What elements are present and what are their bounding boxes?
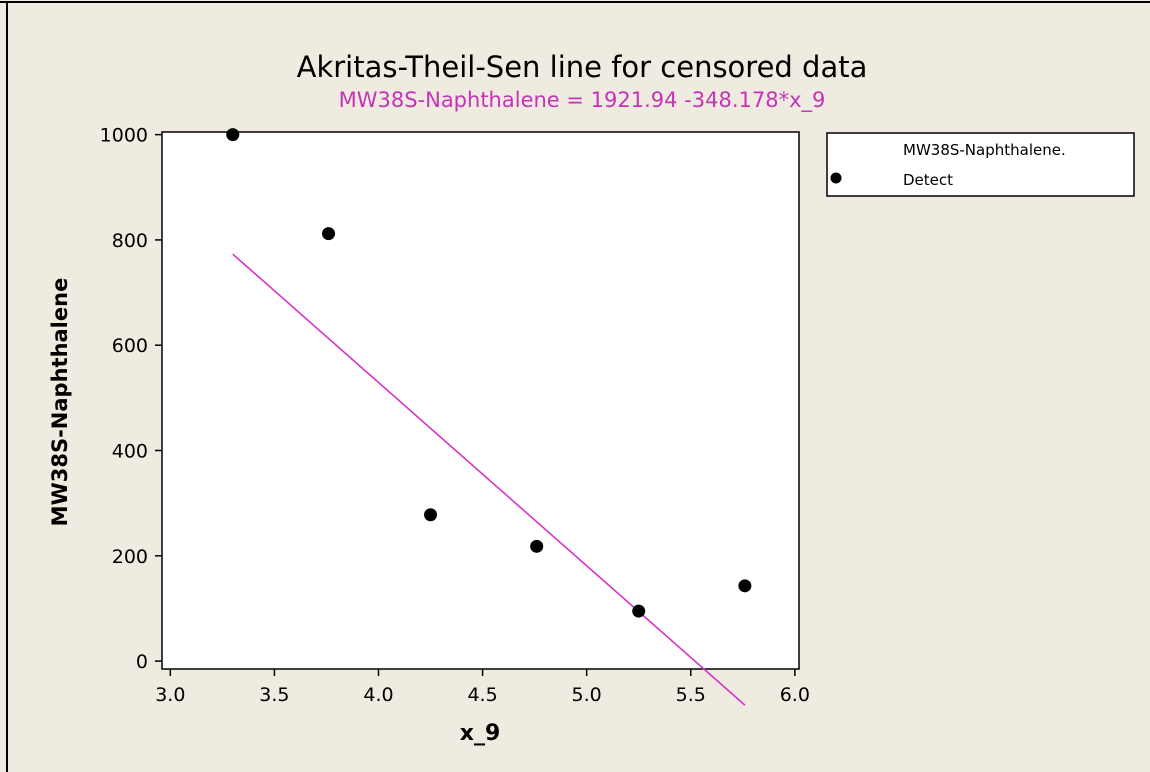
data-point [322,227,336,241]
x-tick-label: 5.0 [572,684,602,706]
plot-area [161,131,800,670]
x-tick-label: 4.5 [467,684,497,706]
legend-entry-detect: Detect [903,171,953,189]
x-tick-label: 3.0 [155,684,185,706]
data-point [632,604,646,618]
axes-group: 3.0 3.5 4.0 4.5 5.0 5.5 6.0 0 200 400 600 800 1000 [100,125,810,706]
data-point [226,128,240,142]
x-tick-label: 4.0 [363,684,393,706]
y-axis-label: MW38S-Naphthalene [48,278,72,527]
y-tick-label: 800 [112,230,148,252]
chart-title: Akritas-Theil-Sen line for censored data [297,50,868,84]
y-tick-label: 400 [112,441,148,463]
data-point [530,539,544,553]
chart-subtitle: MW38S-Naphthalene = 1921.94 -348.178*x_9 [339,88,826,113]
legend: MW38S-Naphthalene. Detect [826,132,1135,197]
fit-line [232,253,746,706]
legend-marker-detect [830,172,842,184]
fit-line-group [232,253,746,706]
y-tick-label: 1000 [100,125,148,147]
data-points-group [226,128,752,618]
data-point [738,579,752,593]
y-tick-label: 600 [112,335,148,357]
legend-box [826,132,1135,197]
y-tick-label: 0 [136,651,148,673]
data-point [424,508,438,522]
x-tick-label: 5.5 [676,684,706,706]
y-tick-label: 200 [112,546,148,568]
x-tick-label: 6.0 [780,684,810,706]
legend-title: MW38S-Naphthalene. [903,141,1066,159]
x-tick-label: 3.5 [259,684,289,706]
x-axis-label: x_9 [460,721,501,746]
